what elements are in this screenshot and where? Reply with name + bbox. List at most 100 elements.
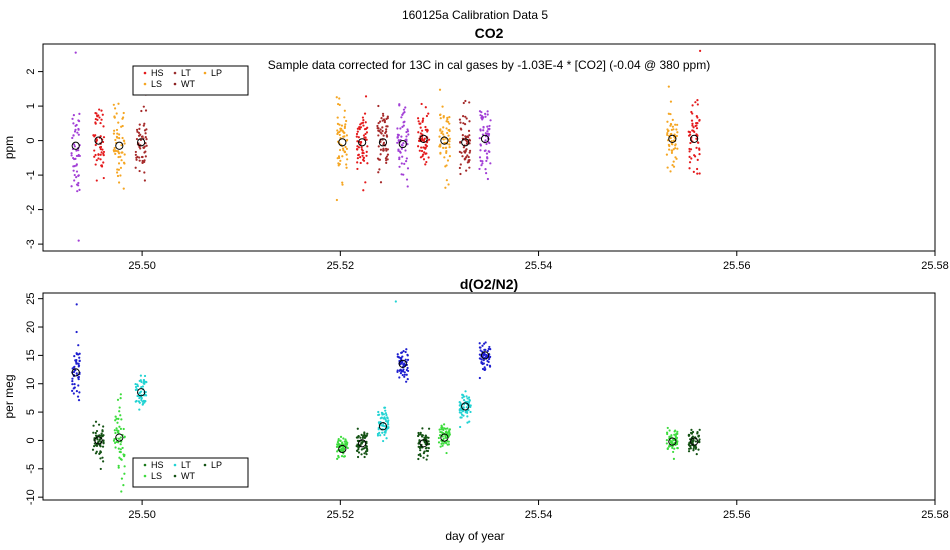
data-point: [365, 452, 368, 456]
x-tick-label: 25.56: [723, 509, 751, 521]
data-point: [448, 155, 451, 158]
data-point: [404, 106, 407, 109]
data-point: [466, 400, 469, 403]
data-point: [77, 399, 81, 402]
data-point: [482, 362, 485, 365]
data-point: [464, 135, 467, 138]
data-point: [404, 350, 407, 354]
data-point: [484, 112, 487, 115]
data-point: [667, 85, 670, 88]
data-point: [483, 348, 486, 351]
data-point: [439, 144, 442, 147]
data-point: [73, 179, 76, 182]
data-point: [466, 421, 469, 424]
data-point: [465, 406, 468, 409]
data-point: [139, 138, 143, 142]
data-point: [343, 109, 346, 112]
data-point: [418, 149, 421, 152]
data-point: [118, 133, 121, 136]
data-point: [118, 425, 121, 428]
group-mean-marker: [71, 141, 80, 150]
group-mean-marker: [137, 388, 146, 397]
data-point: [466, 136, 470, 139]
data-point: [466, 411, 469, 414]
data-point: [377, 158, 381, 161]
data-point: [335, 198, 338, 202]
group-mean-marker: [461, 402, 470, 411]
legend-swatch: [143, 82, 147, 86]
data-point: [134, 150, 137, 154]
data-point: [98, 434, 101, 437]
data-point: [119, 443, 122, 446]
x-axis-label: day of year: [445, 529, 504, 543]
data-point: [92, 431, 95, 434]
data-point: [397, 148, 400, 151]
data-point: [339, 127, 342, 130]
data-point: [698, 440, 701, 444]
data-point: [346, 158, 349, 161]
legend-swatch: [173, 71, 177, 75]
data-point: [485, 354, 488, 357]
data-point: [480, 115, 484, 118]
data-point: [78, 359, 81, 362]
data-point: [461, 396, 464, 399]
data-point: [138, 392, 141, 395]
data-point: [484, 341, 487, 344]
data-point: [465, 140, 468, 143]
data-point: [338, 97, 341, 100]
data-point: [438, 88, 442, 91]
y-tick-label: 20: [25, 321, 37, 333]
data-point: [339, 129, 342, 132]
data-point: [665, 442, 668, 445]
data-point: [93, 149, 96, 152]
data-point: [360, 146, 363, 149]
data-point: [485, 172, 488, 175]
data-point: [481, 160, 484, 163]
data-point: [445, 430, 448, 433]
data-point: [403, 162, 406, 165]
data-point: [671, 118, 674, 121]
data-point: [382, 424, 385, 427]
data-point: [406, 354, 409, 357]
data-point: [345, 119, 348, 123]
legend-swatch: [143, 463, 147, 467]
legend-swatch: [173, 474, 177, 478]
data-point: [379, 148, 383, 151]
data-point: [667, 445, 671, 448]
data-point: [97, 157, 100, 160]
data-point: [695, 124, 698, 127]
data-point: [424, 106, 427, 109]
data-point: [117, 168, 121, 171]
y-axis-label: ppm: [2, 136, 16, 159]
data-point: [122, 111, 125, 115]
data-point: [468, 138, 471, 141]
data-point: [667, 112, 670, 115]
data-point: [690, 157, 693, 160]
data-point: [338, 148, 342, 152]
data-point: [402, 142, 405, 145]
data-point: [698, 119, 701, 122]
data-point: [386, 148, 389, 151]
group-mean-marker: [440, 136, 449, 145]
data-point: [116, 174, 120, 178]
data-point: [672, 457, 676, 460]
data-point: [400, 356, 403, 360]
data-point: [466, 397, 469, 400]
data-point: [442, 423, 446, 426]
data-point: [336, 443, 339, 446]
data-point: [690, 441, 694, 444]
data-point: [77, 239, 80, 242]
data-point: [78, 356, 81, 359]
data-point: [377, 428, 380, 431]
data-point: [144, 150, 147, 153]
data-point: [399, 151, 402, 154]
data-point: [468, 149, 472, 153]
data-point: [74, 359, 77, 362]
data-point: [141, 135, 144, 138]
data-point: [462, 122, 465, 125]
data-point: [442, 437, 445, 440]
data-point: [486, 125, 489, 128]
legend: HS LT LP LS WT: [132, 457, 249, 488]
data-point: [74, 51, 77, 54]
data-point: [467, 409, 470, 412]
